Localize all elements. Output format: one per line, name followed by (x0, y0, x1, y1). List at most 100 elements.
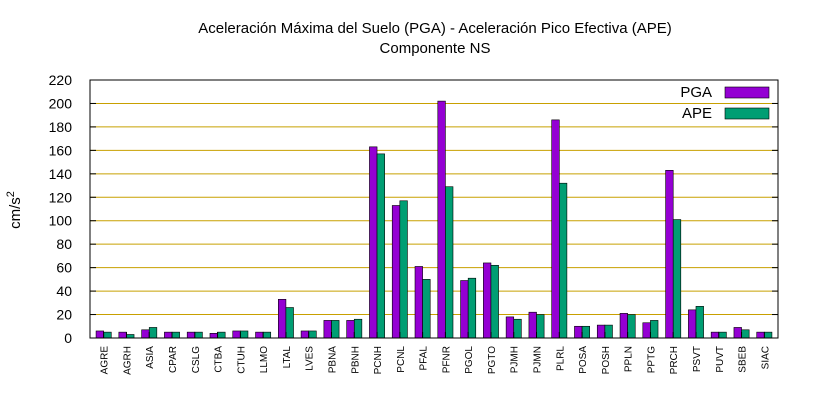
x-tick-label-siac: SIAC (760, 346, 771, 369)
bars (95, 100, 773, 339)
bar-ape-pbnh (353, 318, 363, 339)
x-tick-label-pgol: PGOL (464, 346, 475, 374)
bar-ape-pfal (422, 279, 431, 339)
bar-pga-pjmh (505, 316, 515, 339)
bar-ape-ctuh (240, 330, 249, 339)
gridlines (90, 102, 778, 316)
x-tick-label-pfnr: PFNR (441, 346, 452, 373)
bar-ape-posa (581, 325, 590, 339)
bar-pga-ctba (209, 333, 218, 339)
bar-pga-posh (596, 324, 606, 339)
x-tick-label-pfal: PFAL (419, 346, 430, 371)
x-tick-label-cslg: CSLG (191, 346, 202, 373)
bar-pga-pjmn (528, 311, 537, 339)
x-tick-label-pjmn: PJMN (533, 346, 544, 373)
x-tick-label-agrh: AGRH (122, 346, 133, 375)
y-tick-label: 140 (49, 166, 73, 182)
y-tick-label: 160 (49, 142, 73, 158)
x-tick-label-posa: POSA (578, 346, 589, 374)
bar-ape-agre (103, 331, 112, 339)
x-tick-label-pptg: PPTG (646, 346, 657, 373)
legend: PGA APE (680, 84, 770, 122)
bar-pga-lves (300, 330, 310, 339)
y-tick-label: 120 (49, 189, 73, 205)
x-tick-label-ppln: PPLN (624, 346, 635, 372)
x-tick-label-cpar: CPAR (168, 346, 179, 373)
x-tick-label-asia: ASIA (145, 346, 156, 369)
x-tick-label-pjmh: PJMH (510, 346, 521, 373)
bar-ape-sbeb (741, 329, 750, 339)
bar-ape-prch (672, 219, 682, 339)
legend-swatch-pga (724, 86, 770, 99)
bar-ape-pbna (331, 320, 340, 339)
bar-pga-ppln (619, 313, 628, 339)
y-axis-label: cm/s2 (5, 191, 24, 229)
bar-pga-agre (95, 330, 104, 339)
x-tick-label-psvt: PSVT (692, 346, 703, 372)
bar-ape-ppln (627, 314, 636, 339)
bar-pga-plrl (551, 119, 560, 339)
x-tick-label-agre: AGRE (100, 346, 111, 375)
bar-pga-cslg (186, 331, 196, 339)
x-tick-label-ctba: CTBA (214, 346, 225, 373)
bar-ape-asia (148, 327, 158, 339)
bar-ape-posh (604, 324, 613, 339)
legend-label-ape: APE (682, 105, 712, 122)
y-tick-label: 0 (64, 330, 72, 346)
bar-pga-pbna (323, 320, 332, 339)
x-tick-label-pbna: PBNA (327, 346, 338, 374)
y-tick-label: 40 (56, 283, 72, 299)
bar-ape-pcnl (399, 200, 408, 339)
bar-pga-llmo (255, 331, 264, 339)
y-tick-label: 100 (49, 213, 73, 229)
bar-ape-cpar (171, 331, 180, 339)
x-tick-label-llmo: LLMO (259, 346, 270, 373)
bar-pga-pcnh (369, 146, 378, 339)
bar-pga-pfal (414, 266, 423, 339)
bar-pga-pptg (642, 322, 651, 339)
bar-pga-agrh (118, 331, 127, 339)
y-tick-label: 80 (56, 236, 72, 252)
bar-ape-plrl (558, 182, 568, 339)
bar-ape-pcnh (376, 153, 385, 339)
y-axis-ticks: 0 20 40 60 80 100 120 140 160 180 200 220 (49, 72, 778, 346)
bar-ape-pgol (467, 277, 477, 339)
bar-ape-ltal (285, 307, 294, 339)
x-tick-label-ltal: LTAL (282, 346, 293, 369)
bar-pga-ctuh (232, 330, 241, 339)
bar-ape-agrh (126, 334, 135, 339)
bar-pga-pfnr (437, 100, 446, 339)
bar-pga-asia (141, 329, 150, 339)
bar-pga-puvt (710, 331, 720, 339)
x-tick-label-sbeb: SBEB (738, 346, 749, 373)
x-tick-label-pcnh: PCNH (373, 346, 384, 374)
bar-ape-psvt (695, 306, 704, 339)
bar-ape-lves (308, 330, 317, 339)
bar-pga-posa (574, 325, 583, 339)
bar-pga-ltal (278, 298, 287, 339)
bar-pga-pcnl (391, 205, 401, 339)
bar-ape-ctba (217, 331, 226, 339)
bar-pga-sbeb (733, 327, 742, 339)
y-tick-label: 60 (56, 260, 72, 276)
legend-swatch-ape (724, 107, 770, 120)
bar-ape-pjmh (513, 318, 522, 339)
y-tick-label: 200 (49, 95, 73, 111)
x-tick-label-plrl: PLRL (555, 346, 566, 371)
y-axis-label-superscript: 2 (5, 191, 17, 197)
bar-ape-cslg (194, 331, 203, 339)
bar-pga-pgol (460, 280, 469, 339)
y-tick-label: 180 (49, 119, 73, 135)
y-tick-label: 20 (56, 307, 72, 323)
bar-pga-pbnh (346, 320, 355, 339)
chart-subtitle: Componente NS (380, 40, 491, 57)
bar-ape-pfnr (445, 186, 454, 339)
y-tick-label: 220 (49, 72, 73, 88)
plot-frame (89, 79, 779, 339)
x-tick-label-posh: POSH (601, 346, 612, 374)
bar-ape-puvt (718, 331, 727, 339)
bar-ape-pgto (490, 264, 499, 339)
x-axis-ticks: AGRE AGRH ASIA CPAR CSLG CTBA CTUH LLMO LTAL LVES… (100, 332, 771, 375)
